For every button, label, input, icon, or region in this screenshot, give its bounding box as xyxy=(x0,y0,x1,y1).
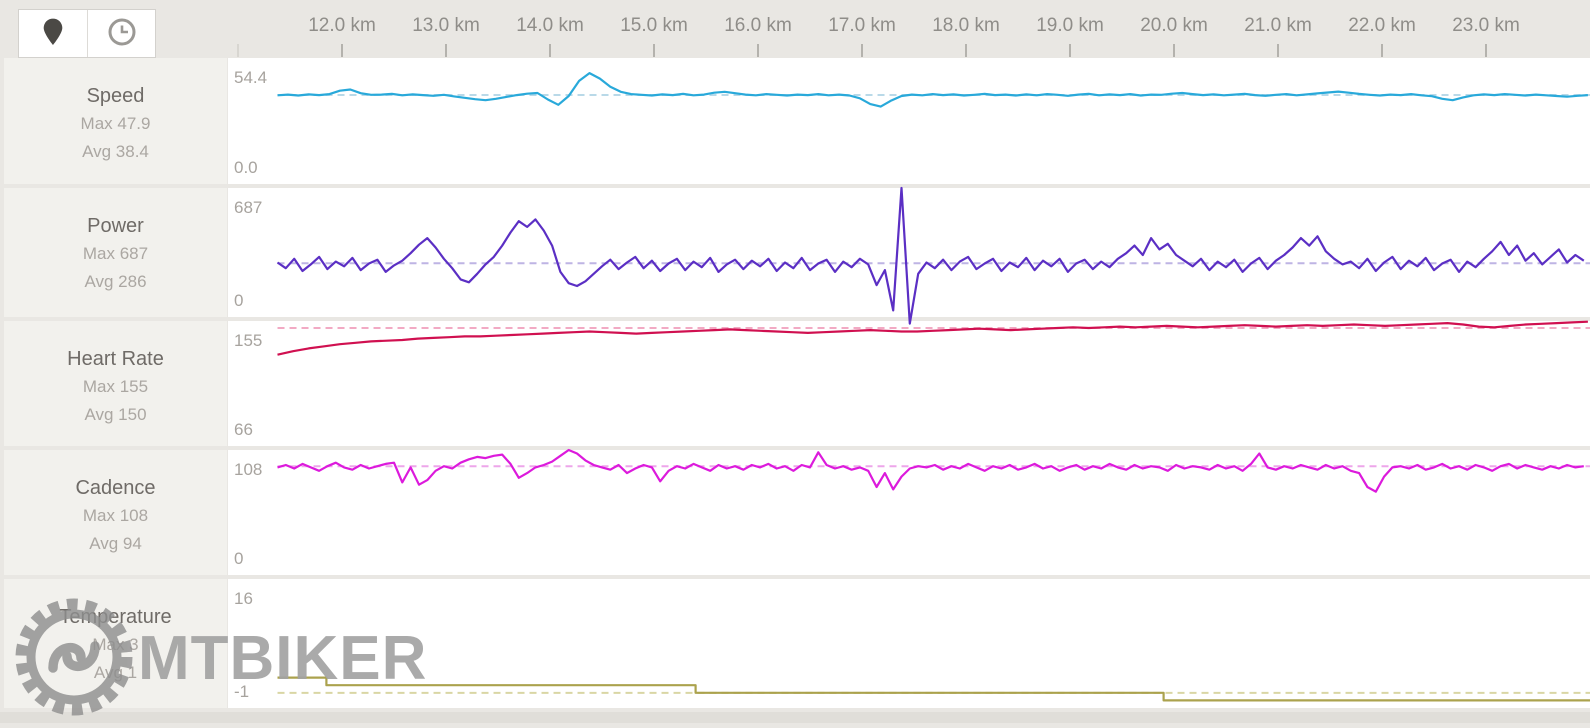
y-axis-max-label: 16 xyxy=(234,589,253,609)
power-series-line xyxy=(278,188,1584,324)
metric-title: Cadence xyxy=(4,450,227,502)
power-row: Power Max 687 Avg 286 687 0 xyxy=(0,188,1590,317)
x-axis-label: 21.0 km xyxy=(1230,15,1326,37)
temperature-series-line xyxy=(278,678,1590,701)
speed-series-line xyxy=(278,73,1588,107)
metric-avg: Avg 150 xyxy=(4,401,227,429)
metric-title: Power xyxy=(4,188,227,240)
view-toggle-group xyxy=(18,9,156,58)
x-axis-tick xyxy=(1069,44,1071,57)
metric-panel-power: Power Max 687 Avg 286 xyxy=(4,188,227,317)
x-axis-tick xyxy=(341,44,343,57)
power-chart[interactable]: 687 0 xyxy=(228,188,1590,317)
toolbar: 12.0 km 13.0 km 14.0 km 15.0 km 16.0 km 17.0 … xyxy=(0,0,1590,57)
metric-title: Speed xyxy=(4,58,227,110)
cadence-row: Cadence Max 108 Avg 94 108 0 xyxy=(0,450,1590,575)
metric-avg: Avg 38.4 xyxy=(4,138,227,166)
x-axis-label: 15.0 km xyxy=(606,15,702,37)
y-axis-min-label: 66 xyxy=(234,420,253,440)
temperature-chart[interactable]: 16 -1 xyxy=(228,579,1590,708)
y-axis-min-label: -1 xyxy=(234,682,249,702)
power-plot xyxy=(228,188,1590,317)
x-axis-tick xyxy=(1381,44,1383,57)
x-axis-tick xyxy=(757,44,759,57)
heart-rate-chart[interactable]: 155 66 xyxy=(228,321,1590,446)
metric-max: Max 47.9 xyxy=(4,110,227,138)
clock-icon xyxy=(107,17,137,50)
y-axis-min-label: 0.0 xyxy=(234,158,258,178)
cadence-series-line xyxy=(278,450,1584,492)
metric-max: Max 155 xyxy=(4,373,227,401)
x-axis-label: 12.0 km xyxy=(294,15,390,37)
x-axis-label: 23.0 km xyxy=(1438,15,1534,37)
metric-avg: Avg 1 xyxy=(4,659,227,687)
metric-title: Temperature xyxy=(4,579,227,631)
y-axis-max-label: 54.4 xyxy=(234,68,267,88)
x-axis-label: 18.0 km xyxy=(918,15,1014,37)
time-view-button[interactable] xyxy=(87,10,155,57)
metric-panel-speed: Speed Max 47.9 Avg 38.4 xyxy=(4,58,227,184)
x-axis-tick xyxy=(549,44,551,57)
metric-avg: Avg 286 xyxy=(4,268,227,296)
cadence-chart[interactable]: 108 0 xyxy=(228,450,1590,575)
y-axis-max-label: 108 xyxy=(234,460,262,480)
y-axis-max-label: 155 xyxy=(234,331,262,351)
heart-rate-row: Heart Rate Max 155 Avg 150 155 66 xyxy=(0,321,1590,446)
x-axis-tick xyxy=(861,44,863,57)
heart-rate-plot xyxy=(228,321,1590,446)
speed-plot xyxy=(228,58,1590,184)
metric-avg: Avg 94 xyxy=(4,530,227,558)
temperature-plot xyxy=(228,579,1590,708)
x-axis-tick xyxy=(653,44,655,57)
cadence-plot xyxy=(228,450,1590,575)
x-axis-label: 19.0 km xyxy=(1022,15,1118,37)
metric-max: Max 3 xyxy=(4,631,227,659)
x-axis-label: 14.0 km xyxy=(502,15,598,37)
metric-panel-heart-rate: Heart Rate Max 155 Avg 150 xyxy=(4,321,227,446)
y-axis-min-label: 0 xyxy=(234,291,243,311)
x-axis-tick xyxy=(965,44,967,57)
metric-title: Heart Rate xyxy=(4,321,227,373)
x-axis-tick xyxy=(1485,44,1487,57)
x-axis-tick xyxy=(1277,44,1279,57)
speed-row: Speed Max 47.9 Avg 38.4 54.4 0.0 xyxy=(0,58,1590,184)
heart-rate-series-line xyxy=(278,322,1588,355)
bottom-scroll-strip[interactable] xyxy=(0,712,1590,723)
y-axis-max-label: 687 xyxy=(234,198,262,218)
x-axis-label: 17.0 km xyxy=(814,15,910,37)
map-view-button[interactable] xyxy=(19,10,87,57)
x-axis-tick xyxy=(445,44,447,57)
x-axis-label: 22.0 km xyxy=(1334,15,1430,37)
metric-max: Max 108 xyxy=(4,502,227,530)
x-axis-label: 16.0 km xyxy=(710,15,806,37)
x-axis-label: 20.0 km xyxy=(1126,15,1222,37)
map-pin-icon xyxy=(40,17,66,50)
x-axis-minor-tick xyxy=(237,44,239,57)
temperature-row: Temperature Max 3 Avg 1 16 -1 xyxy=(0,579,1590,708)
metric-panel-temperature: Temperature Max 3 Avg 1 xyxy=(4,579,227,708)
speed-chart[interactable]: 54.4 0.0 xyxy=(228,58,1590,184)
x-axis-label: 13.0 km xyxy=(398,15,494,37)
y-axis-min-label: 0 xyxy=(234,549,243,569)
metric-max: Max 687 xyxy=(4,240,227,268)
x-axis-tick xyxy=(1173,44,1175,57)
metric-panel-cadence: Cadence Max 108 Avg 94 xyxy=(4,450,227,575)
